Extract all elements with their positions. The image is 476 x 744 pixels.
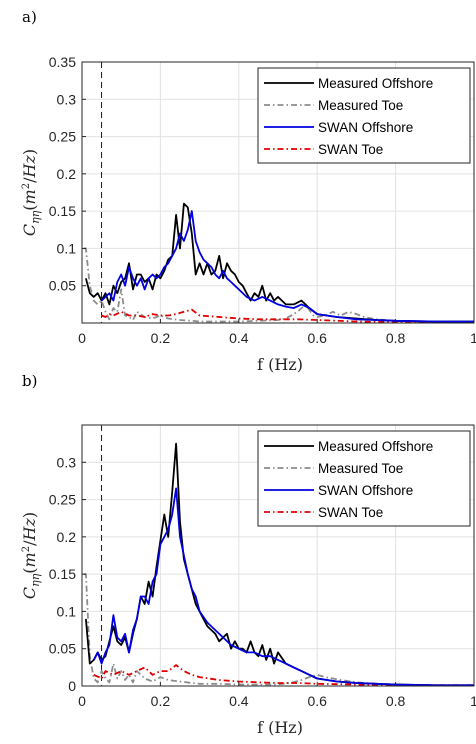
legend-label: SWAN Toe [318,142,383,157]
legend-label: SWAN Offshore [318,483,413,498]
y-tick-label: 0.1 [57,240,77,256]
y-axis-title-a: Cηη(m2/Hz) [20,149,42,236]
y-tick-label: 0.3 [57,91,77,107]
ticks-b: 0 0.2 0.4 0.6 0.8 1 0 0.05 0.1 0.15 0.2 0.25 0.3 [49,454,476,709]
x-tick-label: 0 [78,693,86,709]
y-tick-label: 0.3 [57,454,77,470]
series-line [84,247,474,324]
x-tick-label: 0.8 [386,693,406,709]
plot-area-a [84,62,474,324]
legend-label: Measured Offshore [318,439,433,454]
y-tick-label: 0.1 [57,603,77,619]
y-tick-label: 0.25 [49,129,76,145]
legend-label: Measured Offshore [318,76,433,91]
x-tick-label: 0.2 [151,693,171,709]
y-tick-label: 0.15 [49,203,76,219]
x-axis-title-a: f (Hz) [257,355,303,374]
x-tick-label: 1 [470,330,476,346]
ticks-a: 0 0.2 0.4 0.6 0.8 1 0.05 0.1 0.15 0.2 0.25 0.3 0.35 [49,54,476,346]
x-tick-label: 0.6 [307,693,327,709]
y-tick-label: 0.35 [49,54,76,70]
series-line [100,210,474,323]
series-line [85,202,474,323]
x-tick-label: 0.2 [151,330,171,346]
legend-label: Measured Toe [318,461,403,476]
y-tick-label: 0.15 [49,566,76,582]
y-axis-title-b: Cηη(m2/Hz) [20,512,42,599]
legend-label: SWAN Toe [318,505,383,520]
legend-label: Measured Toe [318,98,403,113]
legend-b: Measured Offshore Measured Toe SWAN Offsho… [257,430,471,527]
legend-label: SWAN Offshore [318,120,413,135]
legend-a: Measured Offshore Measured Toe SWAN Offsho… [257,67,471,164]
x-tick-label: 0.8 [386,330,406,346]
x-tick-label: 1 [470,693,476,709]
y-tick-label: 0.2 [57,529,77,545]
axes-frame-a [81,61,475,324]
y-tick-label: 0.05 [49,278,76,294]
y-tick-label: 0 [68,678,76,694]
plot-area-b [84,425,474,687]
panel-a: a) 0 0.2 0.4 0.6 0.8 1 0.05 0.1 0.15 0.2 0.25 0.3 0.… [20,8,476,374]
panel-label-a: a) [22,8,37,26]
x-tick-label: 0 [78,330,86,346]
x-axis-title-b: f (Hz) [257,718,303,737]
panel-label-b: b) [22,372,37,390]
panel-b: b) 0 0.2 0.4 0.6 0.8 100.050.10.150.20.250.3 … [20,372,476,737]
x-tick-label: 0.6 [307,330,327,346]
series-line [93,487,474,687]
axes-frame-b [81,424,475,687]
y-tick-label: 0.05 [49,641,76,657]
series-line [84,573,474,687]
y-tick-label: 0.25 [49,492,76,508]
y-tick-label: 0.2 [57,166,77,182]
x-tick-label: 0.4 [229,693,249,709]
series-line [93,664,474,687]
series-line [101,308,474,324]
x-tick-label: 0.4 [229,330,249,346]
